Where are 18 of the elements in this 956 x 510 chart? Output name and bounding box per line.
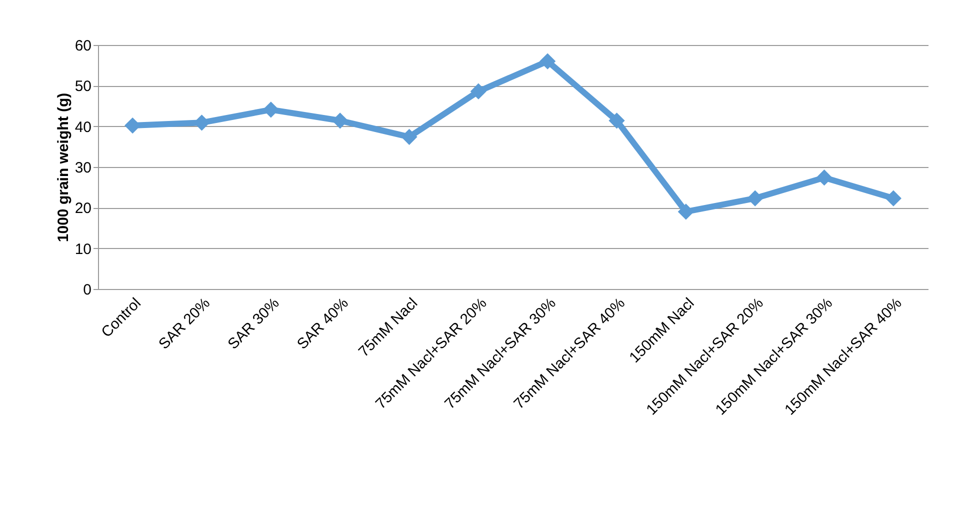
y-tick-label: 60 <box>74 38 92 54</box>
y-tick-label: 30 <box>74 160 92 176</box>
y-axis-title: 1000 grain weight (g) <box>54 92 72 242</box>
point <box>332 112 348 129</box>
y-tick-label: 50 <box>74 78 92 96</box>
y-tick-label: 10 <box>74 240 92 258</box>
y-tick-label: 0 <box>83 282 92 298</box>
point <box>470 83 486 100</box>
point <box>816 170 832 186</box>
y-tick-label: 40 <box>74 118 92 136</box>
point <box>401 128 418 145</box>
point <box>747 190 764 206</box>
point <box>885 190 902 206</box>
point <box>540 53 556 70</box>
point <box>678 204 694 220</box>
point <box>262 102 279 118</box>
point <box>608 112 625 129</box>
y-tick-label: 20 <box>74 200 92 218</box>
